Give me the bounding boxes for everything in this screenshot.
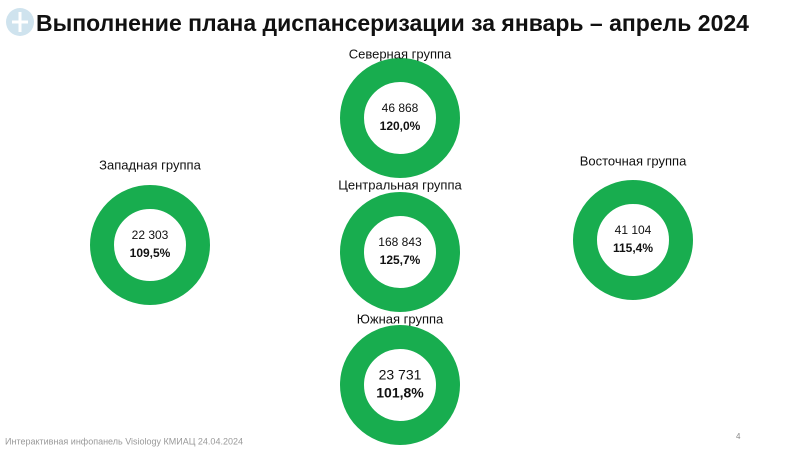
donut-ring xyxy=(90,185,210,305)
group-count: 23 731 xyxy=(379,367,422,383)
group-name: Южная группа xyxy=(357,311,444,326)
group-name: Северная группа xyxy=(349,46,452,61)
group-name: Западная группа xyxy=(99,157,201,172)
donut-ring xyxy=(340,58,460,178)
logo xyxy=(6,8,34,36)
group-count: 46 868 xyxy=(382,101,419,115)
group-count: 168 843 xyxy=(378,235,422,249)
group-percent: 101,8% xyxy=(376,385,424,401)
group-count: 22 303 xyxy=(132,228,169,242)
group-name: Восточная группа xyxy=(580,153,687,168)
group-name: Центральная группа xyxy=(338,177,462,192)
donut-ring xyxy=(340,325,460,445)
footer-source: Интерактивная инфопанель Visiology КМИАЦ… xyxy=(5,436,243,446)
group-percent: 120,0% xyxy=(380,119,421,133)
title: Выполнение плана диспансеризации за янва… xyxy=(36,10,749,36)
page-number: 4 xyxy=(736,432,741,441)
donut-ring xyxy=(573,180,693,300)
donut-ring xyxy=(340,192,460,312)
group-percent: 115,4% xyxy=(613,241,653,255)
group-percent: 125,7% xyxy=(380,253,421,267)
group-count: 41 104 xyxy=(615,223,652,237)
group-percent: 109,5% xyxy=(130,246,171,260)
